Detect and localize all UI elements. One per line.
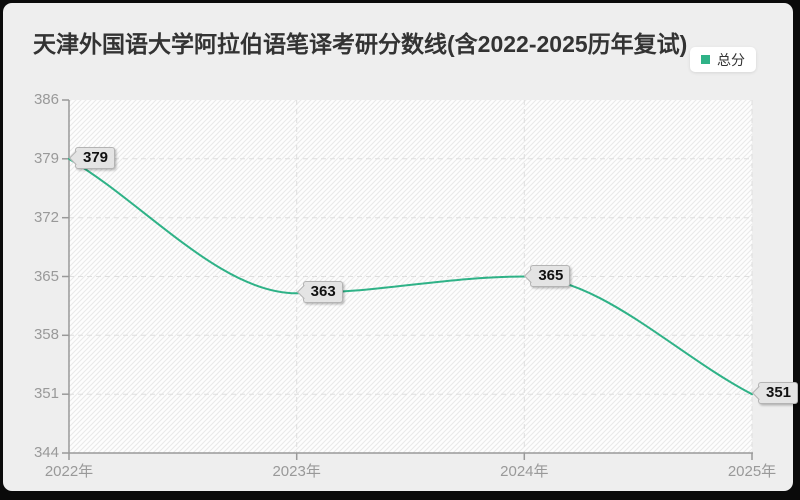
point-label: 365 bbox=[530, 264, 571, 287]
legend[interactable]: 总分 bbox=[690, 47, 756, 72]
chart-panel: 天津外国语大学阿拉伯语笔译考研分数线(含2022-2025历年复试) 总分 34… bbox=[3, 3, 799, 491]
legend-marker-icon bbox=[701, 55, 710, 64]
y-axis-tick-label: 365 bbox=[33, 267, 59, 285]
x-axis-tick-label: 2022年 bbox=[44, 463, 94, 480]
y-axis-tick-label: 358 bbox=[33, 326, 59, 344]
y-axis-tick-label: 379 bbox=[33, 149, 59, 167]
y-axis-tick-label: 386 bbox=[33, 91, 59, 108]
x-axis-tick-label: 2024年 bbox=[500, 463, 549, 480]
x-axis-tick-label: 2025年 bbox=[727, 463, 777, 480]
point-label: 351 bbox=[758, 382, 799, 405]
y-axis-tick-label: 372 bbox=[33, 208, 59, 226]
point-label: 379 bbox=[75, 146, 116, 169]
chart-title: 天津外国语大学阿拉伯语笔译考研分数线(含2022-2025历年复试) bbox=[33, 31, 688, 57]
chart-canvas bbox=[62, 99, 753, 460]
y-axis-tick-label: 344 bbox=[33, 444, 59, 461]
x-axis-tick-label: 2023年 bbox=[272, 463, 321, 480]
legend-label: 总分 bbox=[717, 51, 745, 68]
point-label: 363 bbox=[302, 281, 343, 304]
y-axis-tick-label: 351 bbox=[33, 385, 59, 403]
